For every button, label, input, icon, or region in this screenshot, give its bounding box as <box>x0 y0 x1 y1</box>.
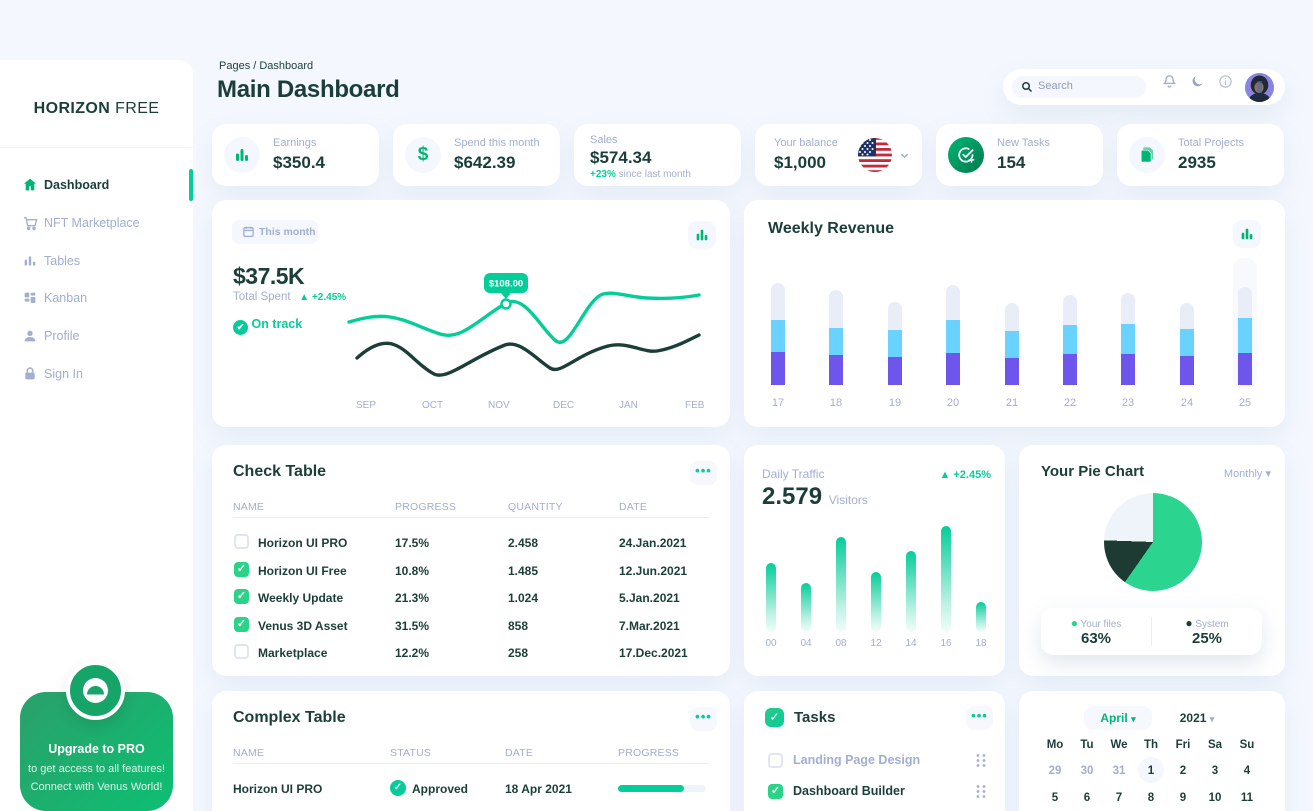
svg-text:$108.00: $108.00 <box>489 279 523 290</box>
